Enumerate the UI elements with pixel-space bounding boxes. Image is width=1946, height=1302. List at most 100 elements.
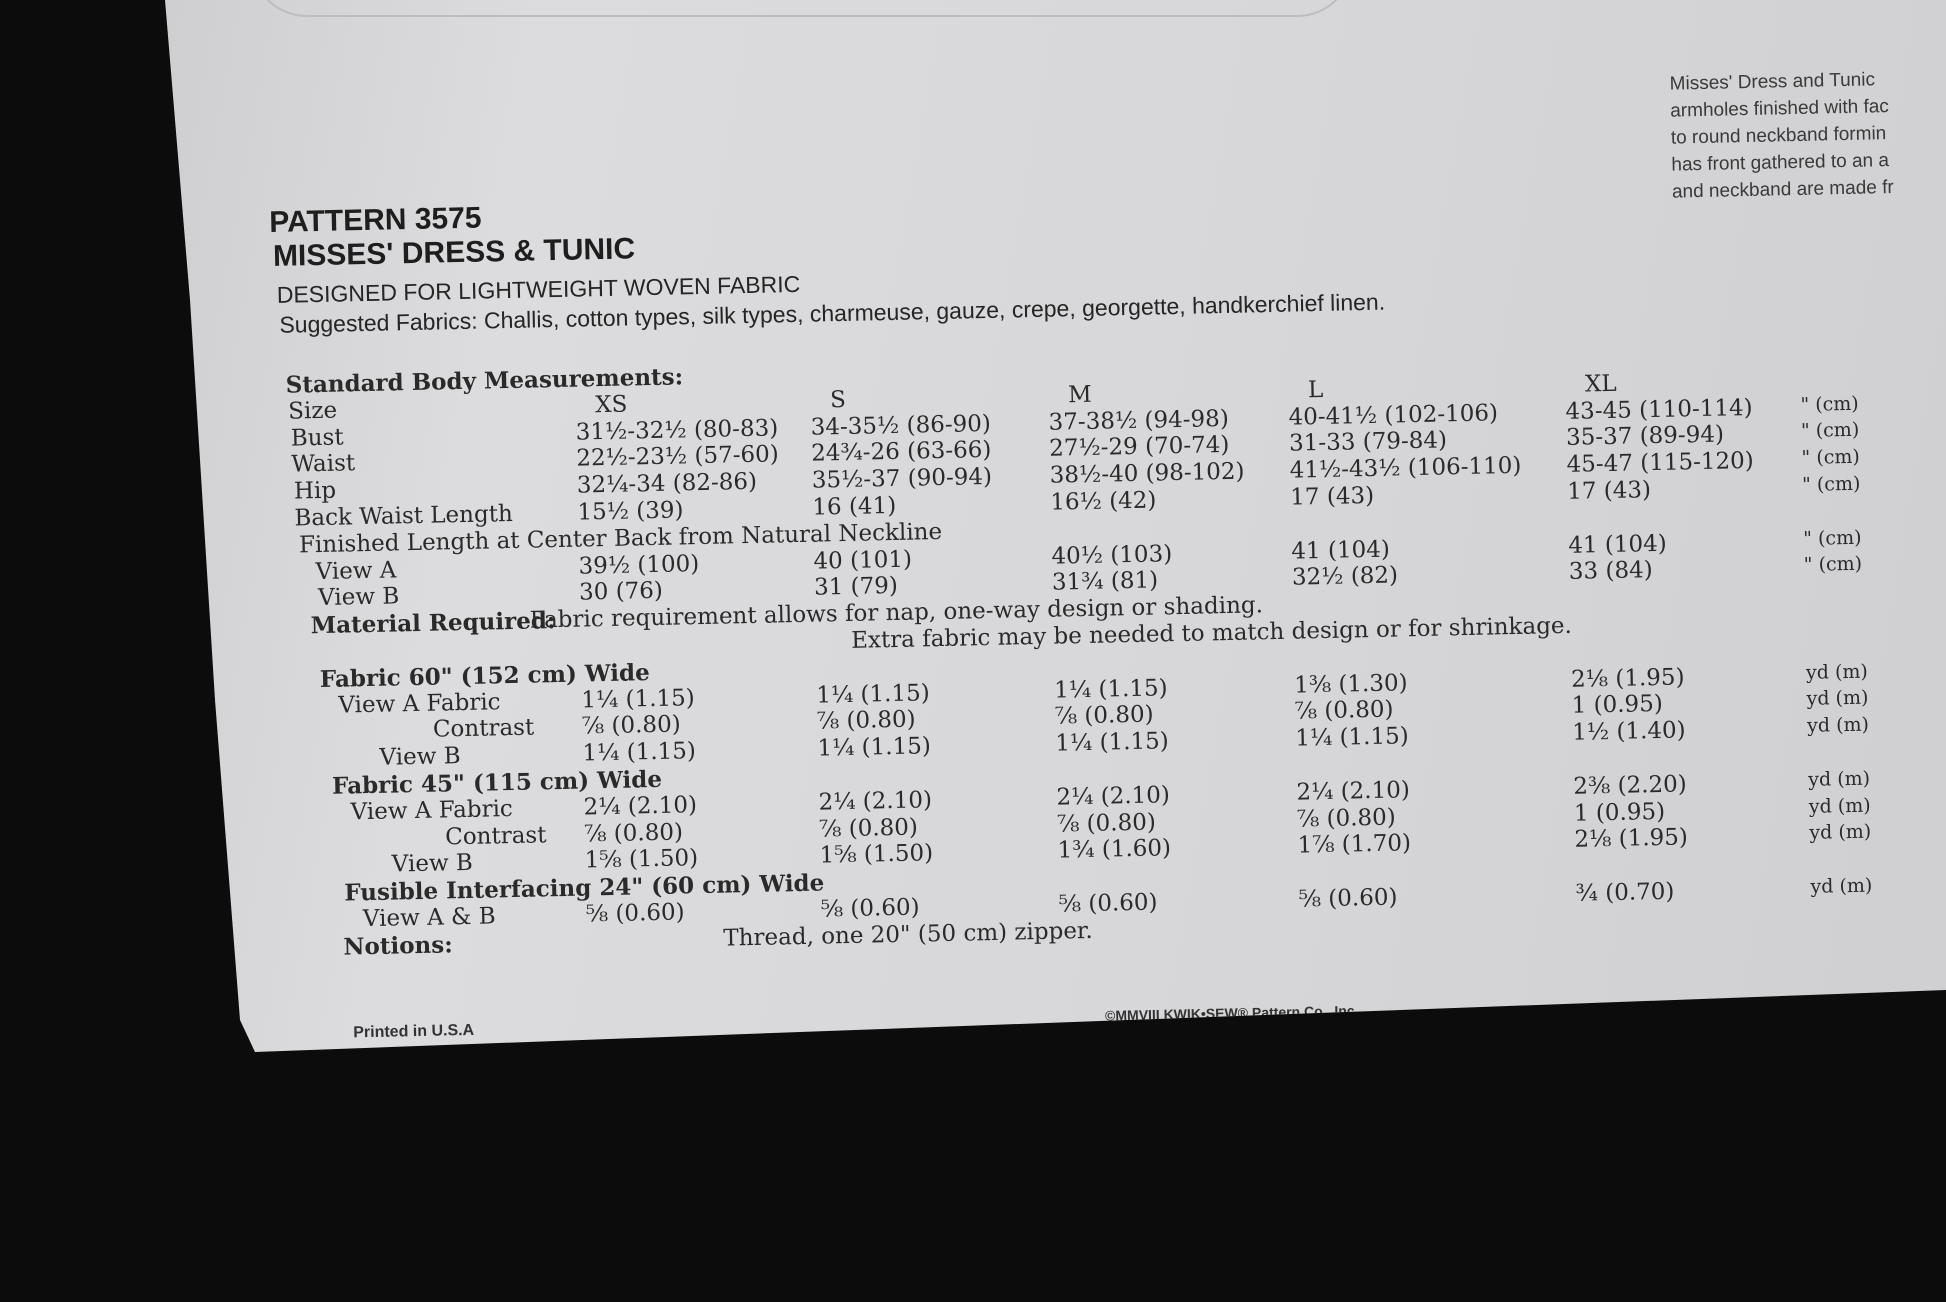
row-label: View A & B [362,903,496,933]
unit-label: yd (m) [1806,686,1869,711]
cell-value: 41½-43½ (106-110) [1289,452,1522,484]
pattern-number: PATTERN 3575 [268,201,482,239]
cell-value: ¾ (0.70) [1575,878,1675,907]
cell-value: 1¼ (1.15) [1053,674,1168,704]
cell-value: 1⅝ (1.50) [584,845,699,874]
cell-value: 40 (101) [813,546,913,575]
cell-value: 1¼ (1.15) [1295,723,1409,752]
cell-value: ⅝ (0.60) [820,894,920,923]
row-label: Size [287,397,338,425]
cell-value: ⅝ (0.60) [585,899,685,928]
unit-label: " (cm) [1801,472,1861,496]
row-label: View B [379,743,461,771]
cell-value: 38½-40 (98-102) [1049,458,1245,489]
cell-value: S [829,386,847,414]
row-label: Back Waist Length [294,500,514,532]
cell-value: 1 (0.95) [1573,798,1666,827]
cell-value: 17 (43) [1566,477,1652,505]
cell-value: M [1067,381,1092,409]
cell-value: ⅞ (0.80) [581,711,681,740]
cell-value: ⅞ (0.80) [1054,701,1154,731]
row-label: Contrast [432,714,535,744]
cell-value: L [1307,376,1324,404]
cell-value: 15½ (39) [577,497,684,526]
cell-value: 43-45 (110-114) [1565,394,1753,425]
unit-label: yd (m) [1808,767,1871,791]
cell-value: ⅝ (0.60) [1058,889,1158,918]
cell-value: 35½-37 (90-94) [811,464,993,494]
unit-label: yd (m) [1810,874,1873,898]
unit-label: " (cm) [1803,553,1863,577]
cell-value: ⅞ (0.80) [1296,804,1397,833]
unit-label: yd (m) [1808,794,1871,818]
cell-value: 1 (0.95) [1571,691,1664,720]
cell-value: ⅞ (0.80) [583,819,684,848]
row-label: Hip [293,477,337,505]
cell-value: 1⅜ (1.30) [1293,669,1408,699]
cell-value: 17 (43) [1289,482,1375,511]
row-label: View B [317,583,400,612]
unit-label: yd (m) [1805,660,1869,684]
cell-value: 1¼ (1.15) [816,679,930,709]
copyright: ©MMVIII KWIK•SEW® Pattern Co., Inc. [1104,1002,1359,1024]
cell-value: 1¼ (1.15) [1055,728,1170,757]
row-label: Bust [290,424,344,452]
cell-value: 31 (79) [813,573,899,602]
cell-value: 1⅝ (1.50) [819,840,934,869]
cell-value: 40-41½ (102-106) [1288,399,1499,431]
cell-value: 39½ (100) [578,550,700,580]
row-label: Notions: [343,931,453,961]
cell-value: 31-33 (79-84) [1288,427,1448,458]
cell-value: 41 (104) [1291,536,1391,565]
cell-value: 2¼ (2.10) [818,787,933,816]
cell-value: 35-37 (89-94) [1565,421,1725,452]
pattern-title: MISSES' DRESS & TUNIC [272,232,636,273]
cell-value: 30 (76) [578,578,664,606]
description-blurb: Misses' Dress and Tunic armholes finishe… [1669,66,1894,206]
cell-value: 1¼ (1.15) [817,733,932,762]
cell-value: 1¾ (1.60) [1057,835,1172,864]
cell-value: 1⅞ (1.70) [1297,830,1412,859]
cell-value: 24¾-26 (63-66) [810,437,992,468]
cell-value: 31½-32½ (80-83) [575,414,779,446]
unit-label: yd (m) [1809,820,1872,845]
measurement-table: Standard Body Measurements: Size XS S M L XL Bu… [165,0,1937,960]
cell-value: 2¼ (2.10) [583,791,698,821]
cell-value: 1½ (1.40) [1571,717,1686,746]
printed-in: Printed in U.S.A [353,1021,475,1042]
cell-value: 1¼ (1.15) [582,738,697,767]
cell-value: ⅞ (0.80) [818,814,919,843]
cell-value: 16 (41) [812,492,897,521]
cell-value: 16½ (42) [1050,487,1157,516]
cell-value: 2⅛ (1.95) [1570,664,1685,693]
row-label: Waist [291,450,356,478]
row-label: View B [391,850,474,878]
cell-value: ⅞ (0.80) [816,706,916,736]
cell-value: XL [1584,370,1617,398]
cell-value: 45-47 (115-120) [1566,448,1755,479]
unit-label: " (cm) [1800,392,1859,416]
cell-value: 2⅜ (2.20) [1573,771,1688,800]
cell-value: 31¾ (81) [1051,567,1159,597]
row-label: View A Fabric [350,795,514,826]
row-label: View A [315,556,397,585]
unit-label: " (cm) [1800,419,1860,443]
cell-value: 2⅛ (1.95) [1574,824,1689,854]
cell-value: 33 (84) [1568,557,1653,586]
cell-value: 41 (104) [1568,530,1668,559]
cell-value: 1¼ (1.15) [581,684,696,714]
unit-label: yd (m) [1806,713,1870,738]
row-label: View A Fabric [338,688,501,719]
cell-value: XS [594,391,628,418]
cell-value: 32½ (82) [1291,562,1399,592]
cell-value: 22½-23½ (57-60) [576,441,779,472]
row-label: Contrast [444,821,547,851]
cell-value: 37-38½ (94-98) [1048,405,1230,436]
blurb-line: and neckband are made fr [1671,176,1894,203]
cell-value: ⅞ (0.80) [1056,809,1157,838]
cell-value: ⅝ (0.60) [1298,884,1398,913]
cell-value: 34-35½ (86-90) [810,410,992,441]
unit-label: " (cm) [1803,526,1862,550]
